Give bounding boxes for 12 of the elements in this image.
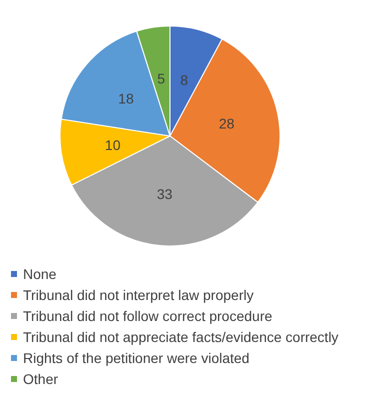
data-label: 10 [104, 136, 121, 153]
data-label: 33 [156, 186, 173, 202]
legend-label: Tribunal did not follow correct procedure [23, 308, 272, 324]
data-label: 8 [180, 72, 188, 88]
data-label: 5 [157, 70, 166, 87]
legend-label: Tribunal did not interpret law properly [23, 287, 254, 303]
data-label: 18 [118, 90, 134, 106]
legend-label: Other [23, 371, 58, 387]
data-label: 28 [218, 116, 235, 132]
legend-label: Rights of the petitioner were violated [23, 350, 250, 366]
legend-label: None [23, 266, 57, 282]
legend-label: Tribunal did not appreciate facts/evidence correctly [23, 329, 338, 345]
